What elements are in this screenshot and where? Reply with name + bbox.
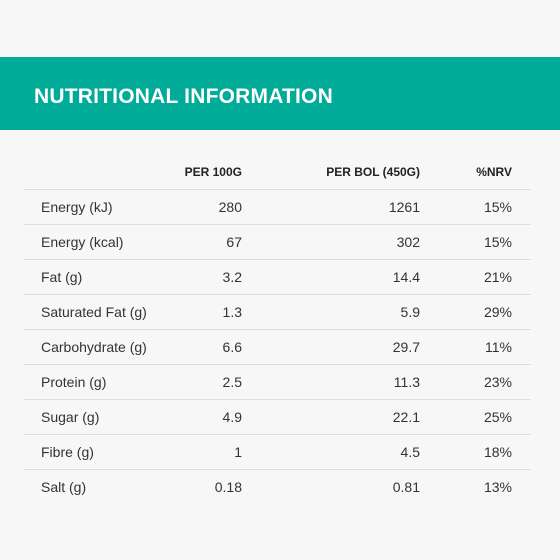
table-row: Protein (g) 2.5 11.3 23% [24,365,531,400]
page-title: NUTRITIONAL INFORMATION [34,85,333,108]
nrv-value: 15% [483,234,512,250]
per-bol-value: 1261 [388,199,420,215]
per-bol-value: 4.5 [400,444,420,460]
nrv-value: 25% [483,409,512,425]
column-header-per-100g: PER 100G [184,165,242,179]
nutrient-label: Saturated Fat (g) [41,304,147,320]
column-header-per-bol: PER BOL (450G) [326,165,420,179]
per-bol-value: 29.7 [392,339,420,355]
nutrient-label: Fibre (g) [41,444,94,460]
table-row: Fat (g) 3.2 14.4 21% [24,260,531,295]
nrv-value: 11% [485,339,512,355]
header-banner [0,57,560,130]
table-row: Carbohydrate (g) 6.6 29.7 11% [24,330,531,365]
nrv-value: 18% [483,444,512,460]
per-bol-value: 11.3 [393,374,420,390]
per-100g-value: 3.2 [222,269,242,285]
per-100g-value: 280 [218,199,242,215]
nutrient-label: Carbohydrate (g) [41,339,147,355]
nrv-value: 29% [483,304,512,320]
per-100g-value: 1 [234,444,242,460]
nrv-value: 21% [483,269,512,285]
per-bol-value: 0.81 [392,479,420,495]
per-100g-value: 4.9 [222,409,242,425]
per-100g-value: 0.18 [214,479,242,495]
per-100g-value: 6.6 [222,339,242,355]
nutrient-label: Fat (g) [41,269,83,285]
nutrient-label: Energy (kJ) [41,199,113,215]
per-bol-value: 14.4 [392,269,420,285]
nrv-value: 23% [483,374,512,390]
per-bol-value: 22.1 [392,409,420,425]
per-bol-value: 302 [396,234,420,250]
nrv-value: 15% [483,199,512,215]
table-row: Fibre (g) 1 4.5 18% [24,435,531,470]
nutrient-label: Sugar (g) [41,409,100,425]
table-row: Sugar (g) 4.9 22.1 25% [24,400,531,435]
table-row: Energy (kJ) 280 1261 15% [24,190,531,225]
nutrient-label: Energy (kcal) [41,234,124,250]
table-row: Salt (g) 0.18 0.81 13% [24,470,531,505]
table-header-row: PER 100G PER BOL (450G) %NRV [24,155,531,190]
per-100g-value: 1.3 [222,304,242,320]
nutrient-label: Protein (g) [41,374,107,390]
per-100g-value: 67 [226,234,242,250]
per-100g-value: 2.5 [222,374,242,390]
per-bol-value: 5.9 [400,304,420,320]
column-header-nrv: %NRV [476,165,512,179]
table-row: Energy (kcal) 67 302 15% [24,225,531,260]
table-row: Saturated Fat (g) 1.3 5.9 29% [24,295,531,330]
nrv-value: 13% [483,479,512,495]
nutrition-table: PER 100G PER BOL (450G) %NRV Energy (kJ)… [24,155,531,505]
nutrient-label: Salt (g) [41,479,87,495]
